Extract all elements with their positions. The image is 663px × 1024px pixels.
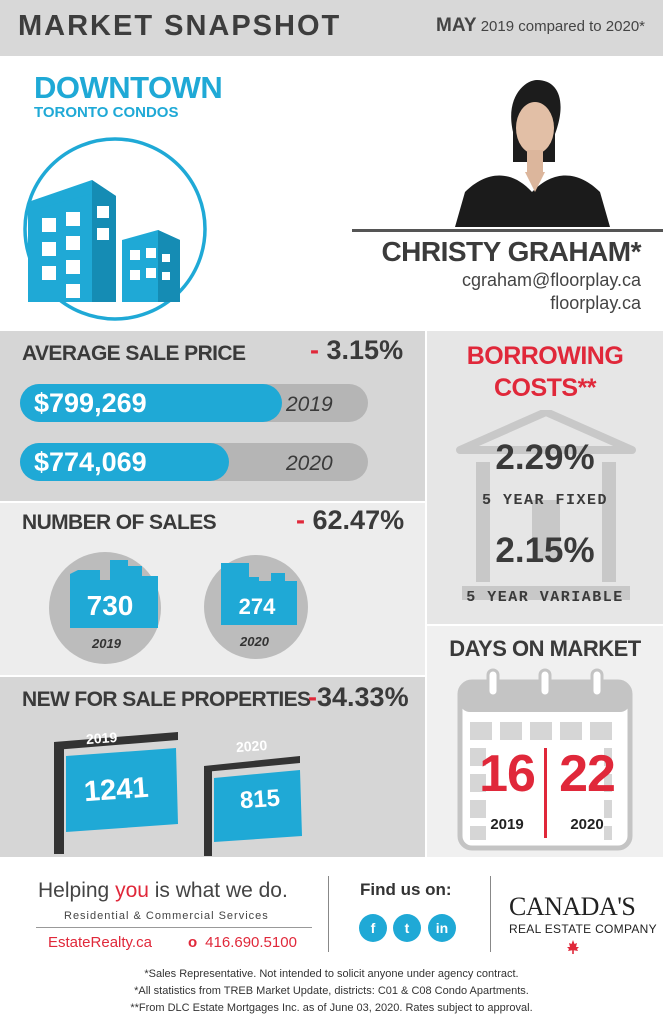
- change-value: 3.15%: [326, 335, 404, 365]
- footer-separator: [328, 876, 329, 952]
- dom-heading: DAYS ON MARKET: [449, 636, 641, 661]
- phone-number: 416.690.5100: [205, 934, 297, 951]
- sign-2020-icon: [204, 756, 302, 856]
- borrowing-title-1: BORROWING: [466, 342, 624, 370]
- column-divider: [425, 331, 427, 857]
- sales-2020-year: 2020: [240, 634, 269, 649]
- dom-2019-value: 16: [479, 745, 536, 803]
- buildings-icon: [23, 137, 207, 321]
- row-divider: [0, 501, 425, 503]
- sign-2019-value: 1241: [82, 771, 150, 809]
- page-title: MARKET SNAPSHOT: [18, 10, 342, 42]
- footnote-3: **From DLC Estate Mortgages Inc. as of J…: [130, 1002, 533, 1014]
- agent-name: CHRISTY GRAHAM*: [381, 236, 641, 267]
- calendar-icon: [457, 668, 633, 851]
- footer-divider: [36, 927, 312, 928]
- fixed-rate-value: 2.29%: [495, 438, 595, 477]
- maple-leaf-icon: [567, 940, 579, 954]
- fixed-rate-label: 5 YEAR FIXED: [481, 492, 609, 509]
- footnote-1: *Sales Representative. Not intended to s…: [144, 968, 519, 980]
- services-text: Residential & Commercial Services: [64, 910, 269, 922]
- sales-2019-building-icon: [70, 560, 158, 628]
- avg-price-change: - 3.15%: [310, 335, 403, 366]
- phone-link[interactable]: o 416.690.5100: [188, 934, 297, 951]
- agent-website[interactable]: floorplay.ca: [550, 293, 641, 313]
- sales-2020-building-icon: [221, 563, 297, 625]
- footer-separator: [490, 876, 491, 952]
- header-bar: [0, 0, 663, 56]
- change-sign: -: [296, 505, 305, 535]
- brand-tagline: REAL ESTATE COMPANY: [509, 922, 657, 936]
- sign-2020-year: 2020: [235, 736, 268, 756]
- agent-photo: [455, 72, 610, 227]
- borrowing-panel: [427, 331, 663, 624]
- row-divider: [0, 675, 425, 677]
- sales-2019-year: 2019: [92, 636, 121, 651]
- sign-2019-icon: [54, 732, 178, 854]
- price-year-2020: 2020: [286, 452, 333, 475]
- slogan: Helping you is what we do.: [38, 879, 288, 903]
- new-listings-heading: NEW FOR SALE PROPERTIES: [22, 688, 311, 711]
- twitter-icon[interactable]: t: [393, 914, 421, 942]
- slogan-post: is what we do.: [148, 879, 288, 902]
- change-sign: -: [308, 682, 317, 712]
- borrowing-title-2: COSTS**: [493, 374, 597, 402]
- agent-divider: [352, 229, 663, 232]
- dom-2019-year: 2019: [490, 816, 524, 833]
- company-website-link[interactable]: EstateRealty.ca: [48, 934, 152, 951]
- sign-2019-year: 2019: [85, 728, 118, 748]
- location-title: DOWNTOWN: [34, 70, 223, 105]
- price-year-2019: 2019: [286, 393, 333, 416]
- sign-2020-value: 815: [239, 784, 281, 815]
- sales-2019-value: 730: [86, 590, 134, 621]
- linkedin-icon[interactable]: in: [428, 914, 456, 942]
- slogan-pre: Helping: [38, 879, 116, 902]
- facebook-icon[interactable]: f: [359, 914, 387, 942]
- sales-2020-value: 274: [238, 594, 276, 619]
- slogan-you: you: [115, 879, 149, 902]
- compare-label: 2019 compared to 2020*: [480, 18, 645, 35]
- location-subtitle: TORONTO CONDOS: [34, 104, 179, 121]
- price-bar-2019: $799,269: [20, 384, 282, 422]
- change-value: 62.47%: [312, 505, 405, 535]
- month-label: MAY: [436, 15, 477, 36]
- find-us-label: Find us on:: [360, 880, 452, 899]
- footnote-2: *All statistics from TREB Market Update,…: [134, 985, 529, 997]
- dom-2020-year: 2020: [570, 816, 604, 833]
- agent-email[interactable]: cgraham@floorplay.ca: [461, 270, 641, 290]
- sales-change: - 62.47%: [296, 505, 404, 536]
- brand-name: CANADA'S: [509, 892, 636, 921]
- phone-icon: o: [188, 934, 198, 951]
- change-value: 34.33%: [317, 682, 409, 712]
- bank-icon: [456, 410, 636, 600]
- dom-2020-value: 22: [559, 745, 616, 803]
- change-sign: -: [310, 335, 319, 365]
- price-bar-2020: $774,069: [20, 443, 229, 481]
- row-divider: [427, 624, 663, 626]
- new-listings-change: -34.33%: [308, 682, 409, 713]
- variable-rate-value: 2.15%: [495, 531, 595, 570]
- date-compare: MAY 2019 compared to 2020*: [436, 15, 645, 37]
- sales-heading: NUMBER OF SALES: [22, 511, 217, 534]
- avg-price-heading: AVERAGE SALE PRICE: [22, 342, 246, 365]
- variable-rate-label: 5 YEAR VARIABLE: [466, 589, 624, 606]
